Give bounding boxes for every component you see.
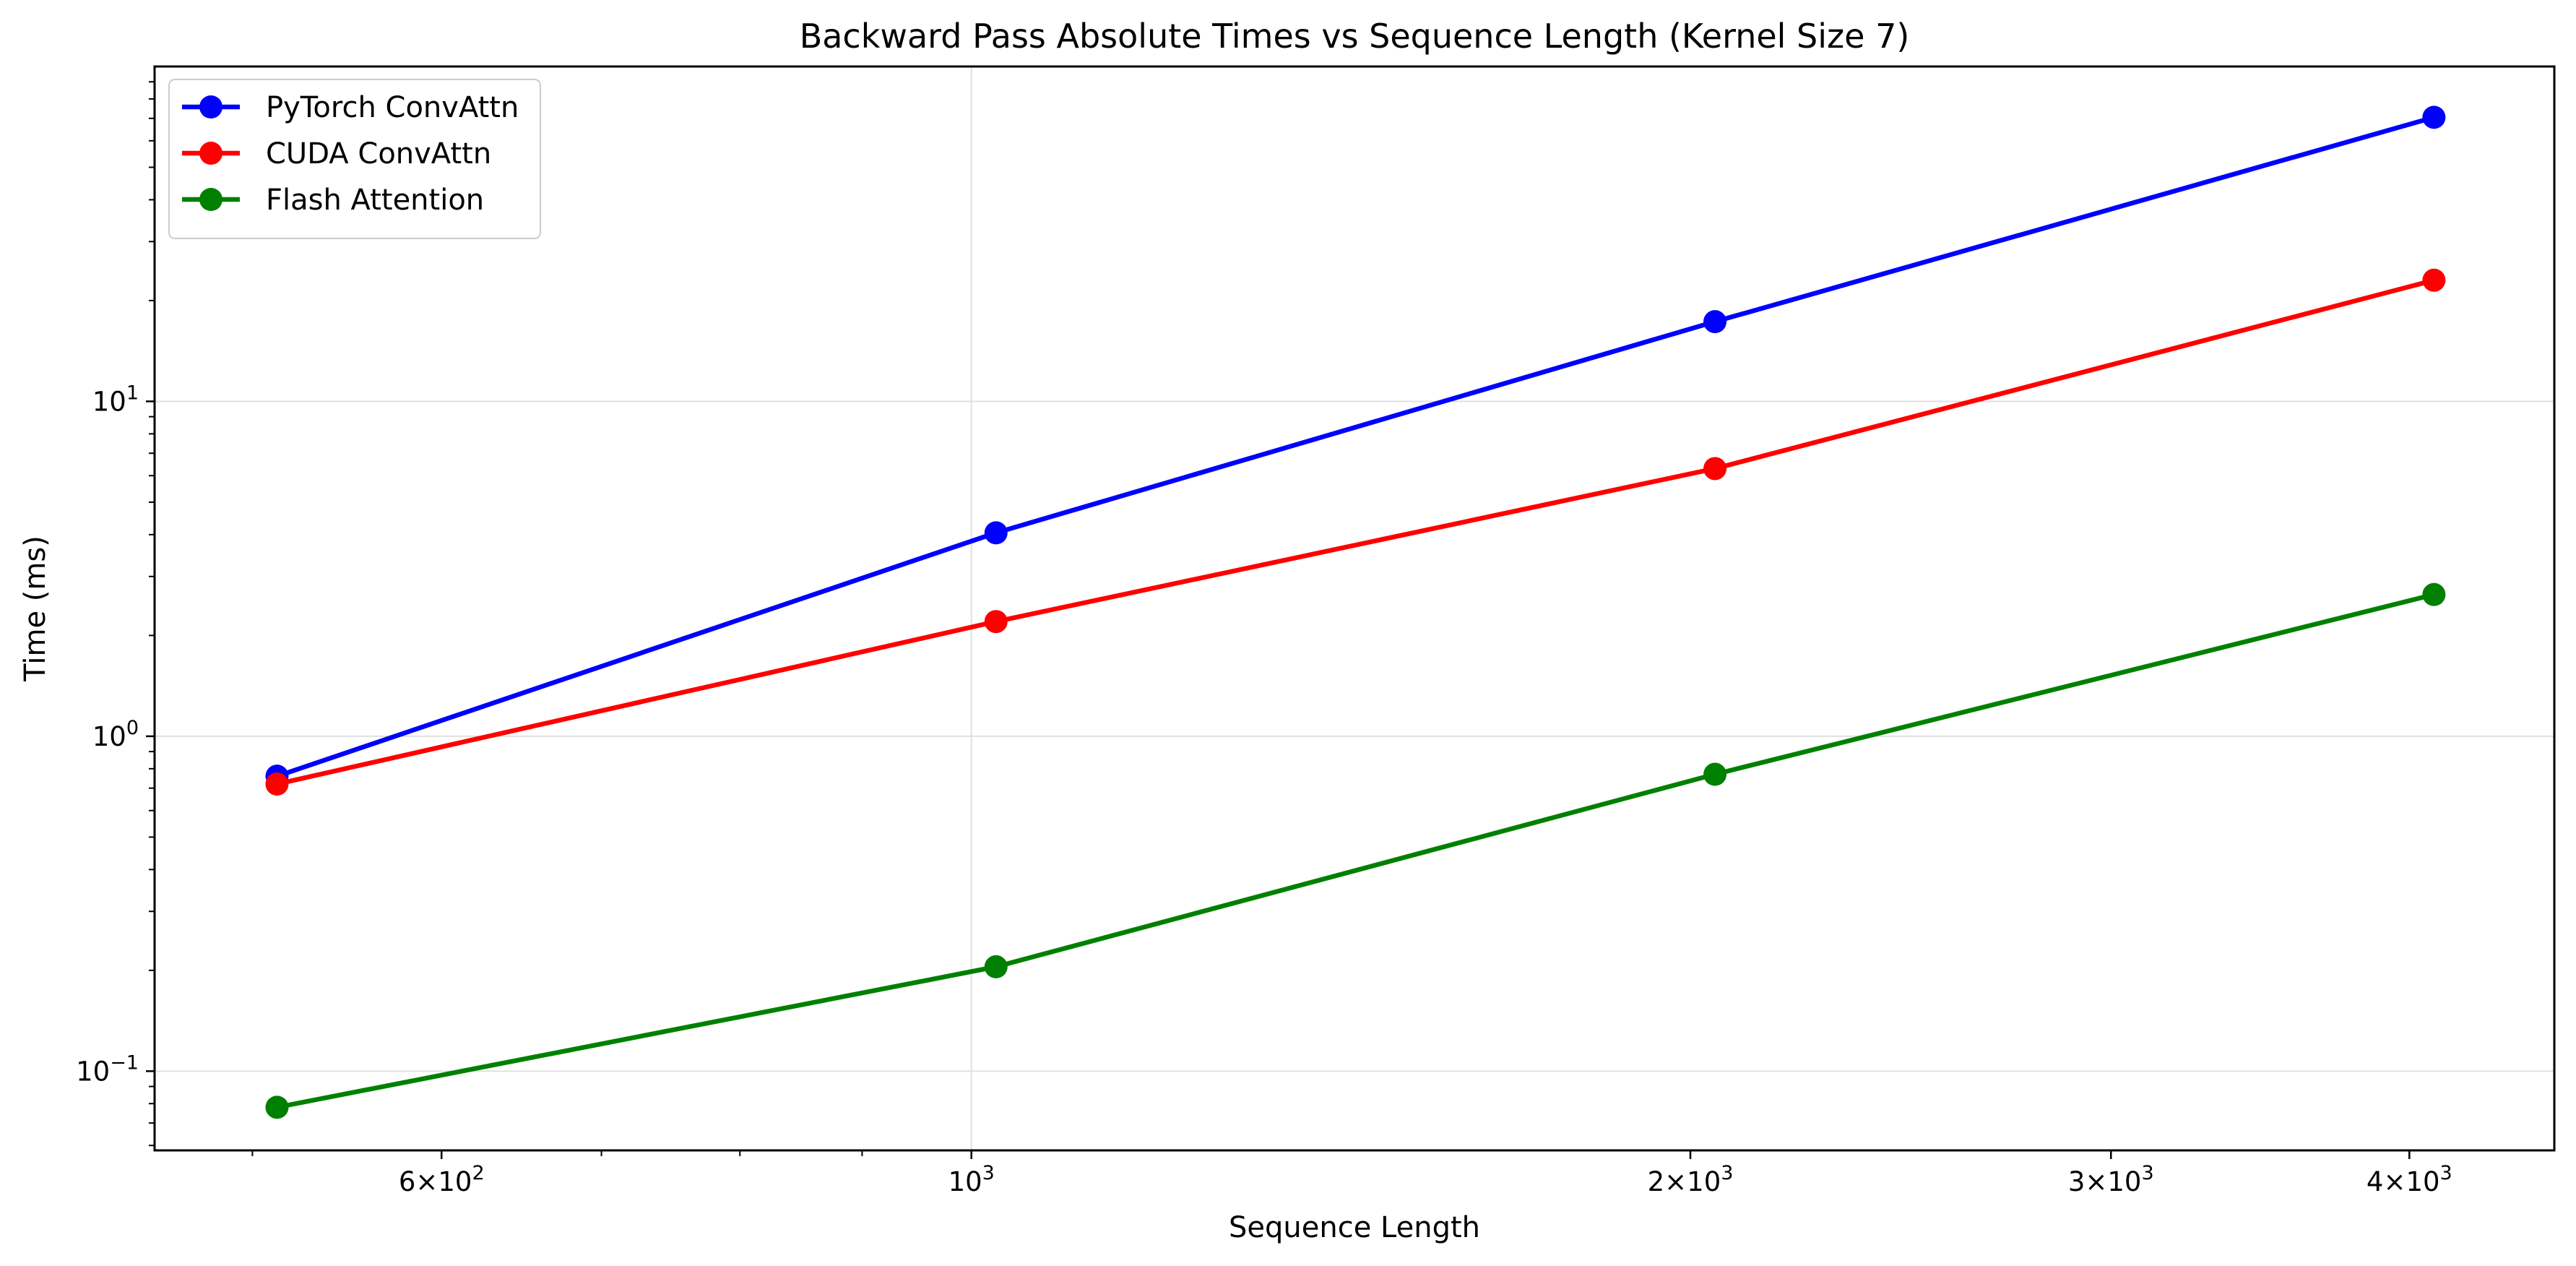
legend-marker xyxy=(199,188,222,211)
chart-title: Backward Pass Absolute Times vs Sequence… xyxy=(800,17,1910,56)
data-point xyxy=(1703,310,1727,334)
ticks: 6×102 103 2×103 3×103 4×103 10−1 100 101 xyxy=(76,81,2452,1197)
x-tick-label: 2×103 xyxy=(1648,1162,1734,1197)
x-axis-label: Sequence Length xyxy=(1229,1211,1480,1244)
data-point xyxy=(2422,268,2446,292)
y-axis-label: Time (ms) xyxy=(19,535,52,682)
data-point xyxy=(984,955,1008,978)
legend-label: PyTorch ConvAttn xyxy=(266,91,519,124)
y-tick-label: 101 xyxy=(92,382,139,417)
legend: PyTorch ConvAttn CUDA ConvAttn Flash Atten… xyxy=(168,79,541,239)
legend-label: CUDA ConvAttn xyxy=(266,137,491,171)
legend-box xyxy=(168,79,541,239)
data-point xyxy=(2422,582,2446,606)
data-point xyxy=(984,610,1008,634)
series-layer xyxy=(265,106,2446,1119)
series-line xyxy=(276,277,2435,787)
data-point xyxy=(1703,762,1727,786)
data-point xyxy=(265,1095,289,1119)
y-tick-label: 10−1 xyxy=(76,1051,139,1087)
x-tick-label: 6×102 xyxy=(399,1162,485,1197)
legend-label: Flash Attention xyxy=(266,184,484,217)
data-point xyxy=(265,772,289,796)
data-point xyxy=(2422,106,2446,129)
legend-marker xyxy=(199,95,222,119)
plot-frame xyxy=(153,65,2556,1152)
y-tick-label: 100 xyxy=(92,717,139,752)
x-tick-label: 4×103 xyxy=(2367,1162,2452,1197)
x-tick-label: 3×103 xyxy=(2068,1162,2154,1197)
x-tick-label: 103 xyxy=(948,1162,995,1197)
data-point xyxy=(1703,457,1727,481)
series-line xyxy=(276,592,2435,1110)
series-line xyxy=(276,115,2435,779)
data-point xyxy=(984,521,1008,545)
legend-marker xyxy=(199,142,222,165)
